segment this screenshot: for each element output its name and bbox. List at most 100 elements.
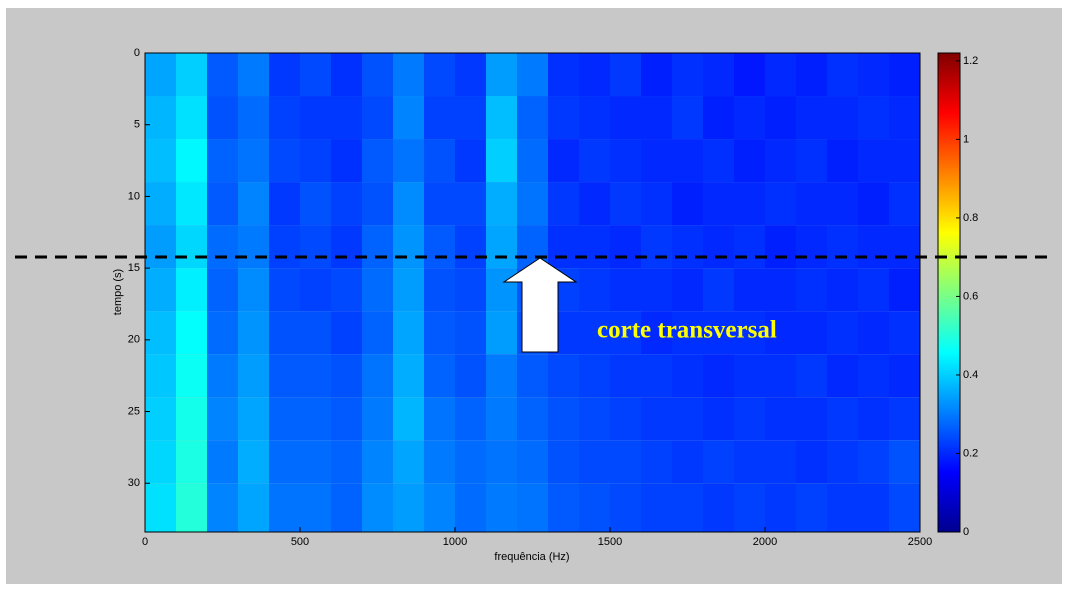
heatmap-cell [548, 483, 579, 532]
heatmap-cell [734, 139, 765, 182]
colorbar-tick-label: 0.2 [963, 447, 978, 459]
heatmap-cell [145, 53, 176, 96]
y-tick-label: 30 [128, 477, 140, 489]
heatmap-cell [455, 139, 486, 182]
heatmap-cell [331, 182, 362, 225]
heatmap-cell [641, 225, 672, 268]
heatmap-cell [734, 225, 765, 268]
heatmap-cell [548, 182, 579, 225]
heatmap-cell [207, 225, 238, 268]
heatmap-cell [486, 354, 517, 397]
heatmap-cell [548, 440, 579, 483]
heatmap-cell [672, 354, 703, 397]
heatmap-cell [424, 397, 455, 440]
heatmap-cell [176, 397, 207, 440]
heatmap-cell [393, 483, 424, 532]
heatmap-cell [796, 268, 827, 311]
heatmap-cell [486, 440, 517, 483]
heatmap-cell [579, 96, 610, 139]
heatmap-cell [610, 53, 641, 96]
heatmap-cell [579, 483, 610, 532]
colorbar [938, 53, 960, 532]
heatmap-cell [424, 53, 455, 96]
heatmap-cell [579, 440, 610, 483]
heatmap-cell [517, 397, 548, 440]
page: {"chart_data": {"type": "heatmap", "xlab… [0, 0, 1068, 590]
heatmap-cell [176, 268, 207, 311]
heatmap-cell [393, 268, 424, 311]
heatmap-cell [734, 268, 765, 311]
heatmap-cell [734, 397, 765, 440]
heatmap-cell [176, 225, 207, 268]
heatmap-cell [362, 53, 393, 96]
heatmap-cell [548, 225, 579, 268]
heatmap-cell [827, 397, 858, 440]
heatmap-cell [269, 354, 300, 397]
heatmap-cell [207, 139, 238, 182]
heatmap-cell [889, 354, 920, 397]
heatmap-cell [269, 483, 300, 532]
heatmap-cell [424, 440, 455, 483]
x-tick-label: 2500 [908, 536, 932, 548]
heatmap-cell [486, 139, 517, 182]
heatmap-cell [858, 483, 889, 532]
x-tick-label: 1500 [598, 536, 622, 548]
heatmap-cell [858, 139, 889, 182]
heatmap-cell [331, 96, 362, 139]
heatmap-cell [641, 53, 672, 96]
heatmap-cell [238, 225, 269, 268]
heatmap-cell [455, 354, 486, 397]
heatmap-cell [703, 268, 734, 311]
heatmap-cell [796, 53, 827, 96]
heatmap-cell [610, 139, 641, 182]
heatmap-cell [362, 139, 393, 182]
heatmap-cell [300, 397, 331, 440]
heatmap-cell [207, 182, 238, 225]
heatmap-cell [548, 139, 579, 182]
y-tick-label: 10 [128, 190, 140, 202]
heatmap-cell [362, 96, 393, 139]
heatmap-cell [269, 311, 300, 354]
heatmap-cell [176, 483, 207, 532]
heatmap-cell [672, 182, 703, 225]
heatmap-cell [827, 53, 858, 96]
heatmap-cell [145, 483, 176, 532]
heatmap-cell [765, 225, 796, 268]
heatmap-cell [145, 354, 176, 397]
heatmap-cell [393, 354, 424, 397]
heatmap-cell [827, 268, 858, 311]
heatmap-cell [672, 440, 703, 483]
heatmap-cell [455, 182, 486, 225]
heatmap-cell [858, 397, 889, 440]
heatmap-cell [145, 225, 176, 268]
heatmap-cell [672, 96, 703, 139]
heatmap-cell [424, 311, 455, 354]
heatmap-cell [765, 53, 796, 96]
y-tick-label: 15 [128, 262, 140, 274]
heatmap-cell [672, 225, 703, 268]
heatmap-cell [331, 53, 362, 96]
heatmap-cell [238, 397, 269, 440]
heatmap-cell [796, 483, 827, 532]
heatmap-cell [796, 182, 827, 225]
heatmap-cell [455, 225, 486, 268]
heatmap-cell [579, 354, 610, 397]
heatmap-cell [796, 139, 827, 182]
heatmap-cell [703, 53, 734, 96]
heatmap-cell [858, 225, 889, 268]
heatmap-cell [827, 182, 858, 225]
heatmap-cell [145, 397, 176, 440]
heatmap-cell [455, 96, 486, 139]
heatmap-cell [238, 440, 269, 483]
heatmap-cell [486, 96, 517, 139]
heatmap-cell [641, 483, 672, 532]
heatmap-cell [238, 268, 269, 311]
heatmap-cell [672, 397, 703, 440]
heatmap-cell [734, 354, 765, 397]
heatmap-cell [796, 96, 827, 139]
heatmap-cell [176, 53, 207, 96]
heatmap-cell [734, 440, 765, 483]
heatmap-cell [703, 182, 734, 225]
heatmap-cell [517, 182, 548, 225]
heatmap-cell [331, 311, 362, 354]
